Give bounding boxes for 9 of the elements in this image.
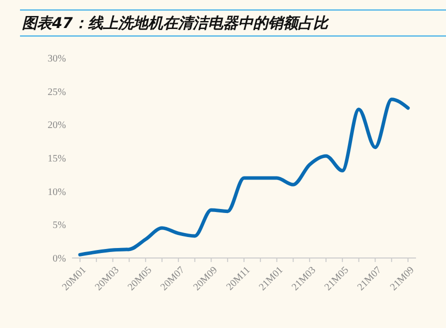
- y-tick-label: 20%: [48, 120, 66, 132]
- y-tick-label: 25%: [48, 86, 66, 98]
- y-tick-label: 5%: [52, 220, 66, 232]
- y-tick-label: 0%: [52, 254, 66, 264]
- line-series: [78, 98, 410, 256]
- y-tick-label: 10%: [48, 186, 66, 198]
- chart-title: 图表47：线上洗地机在清洁电器中的销额占比: [22, 14, 330, 32]
- y-tick-label: 30%: [48, 54, 66, 64]
- y-tick-label: 15%: [48, 154, 66, 164]
